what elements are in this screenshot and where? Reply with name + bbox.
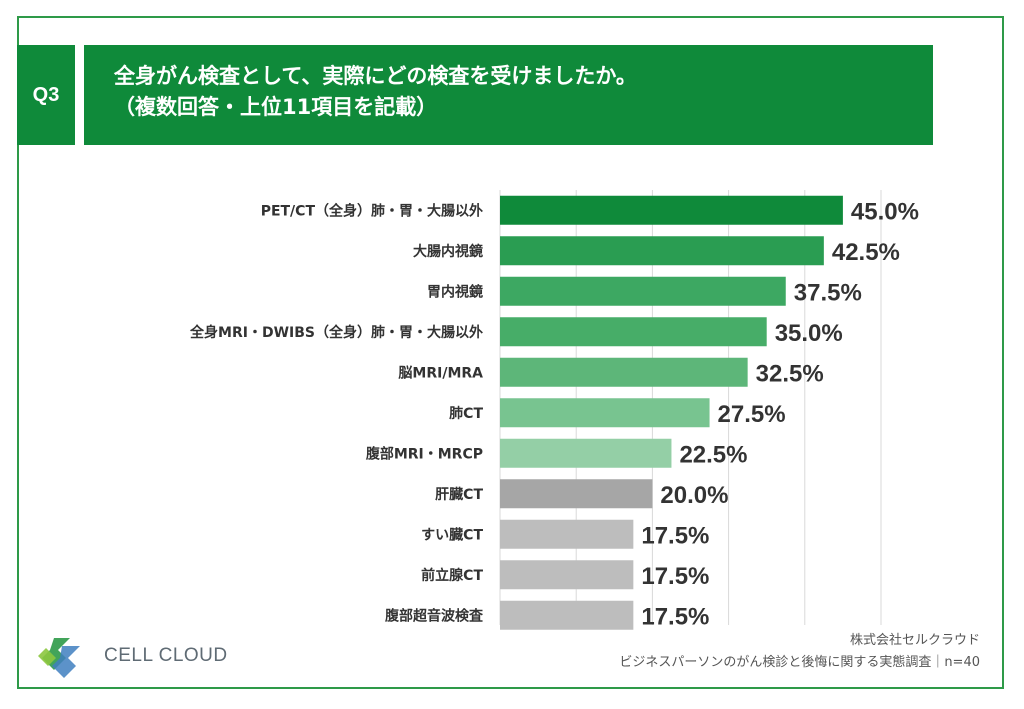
value-label: 20.0% bbox=[660, 482, 728, 509]
bar bbox=[500, 560, 634, 590]
value-label: 32.5% bbox=[756, 360, 824, 387]
category-label: 肺CT bbox=[449, 406, 483, 422]
value-label: 42.5% bbox=[832, 239, 900, 266]
value-label: 27.5% bbox=[718, 401, 786, 428]
title-line-1: 全身がん検査として、実際にどの検査を受けましたか。 bbox=[114, 64, 637, 88]
bar bbox=[500, 398, 710, 428]
bar bbox=[500, 357, 748, 387]
bar bbox=[500, 317, 767, 347]
bar bbox=[500, 438, 672, 468]
value-label: 22.5% bbox=[679, 441, 747, 468]
bar bbox=[500, 195, 843, 225]
value-label: 45.0% bbox=[851, 198, 919, 225]
source-note: 株式会社セルクラウド ビジネスパーソンのがん検診と後悔に関する実態調査｜n=40 bbox=[619, 630, 980, 674]
category-label: 前立腺CT bbox=[421, 567, 483, 584]
category-label: 肝臓CT bbox=[435, 486, 483, 503]
value-label: 37.5% bbox=[794, 279, 862, 306]
bar bbox=[500, 519, 634, 549]
logo-text: CELL CLOUD bbox=[104, 645, 228, 666]
value-label: 17.5% bbox=[641, 522, 709, 549]
category-label: 全身MRI・DWIBS（全身）肺・胃・大腸以外 bbox=[189, 324, 483, 341]
value-label: 17.5% bbox=[641, 563, 709, 590]
value-label: 17.5% bbox=[641, 603, 709, 630]
question-badge: Q3 bbox=[17, 45, 75, 145]
bar bbox=[500, 600, 634, 630]
title-line-2: （複数回答・上位11項目を記載） bbox=[114, 95, 438, 119]
bar bbox=[500, 276, 786, 306]
title-bar: 全身がん検査として、実際にどの検査を受けましたか。 （複数回答・上位11項目を記… bbox=[84, 45, 933, 145]
category-label: すい臓CT bbox=[421, 526, 483, 543]
category-label: PET/CT（全身）肺・胃・大腸以外 bbox=[261, 202, 483, 219]
company-name: 株式会社セルクラウド bbox=[849, 633, 980, 648]
category-label: 胃内視鏡 bbox=[427, 283, 483, 300]
value-label: 35.0% bbox=[775, 320, 843, 347]
page-frame bbox=[17, 16, 1004, 689]
category-label: 腹部超音波検査 bbox=[385, 607, 484, 624]
cell-cloud-logo-icon bbox=[38, 638, 80, 678]
survey-name: ビジネスパーソンのがん検診と後悔に関する実態調査｜n=40 bbox=[619, 655, 980, 670]
category-label: 脳MRI/MRA bbox=[398, 364, 483, 381]
category-label: 大腸内視鏡 bbox=[413, 243, 483, 260]
category-label: 腹部MRI・MRCP bbox=[366, 445, 483, 462]
bar bbox=[500, 236, 824, 266]
bar bbox=[500, 479, 653, 509]
